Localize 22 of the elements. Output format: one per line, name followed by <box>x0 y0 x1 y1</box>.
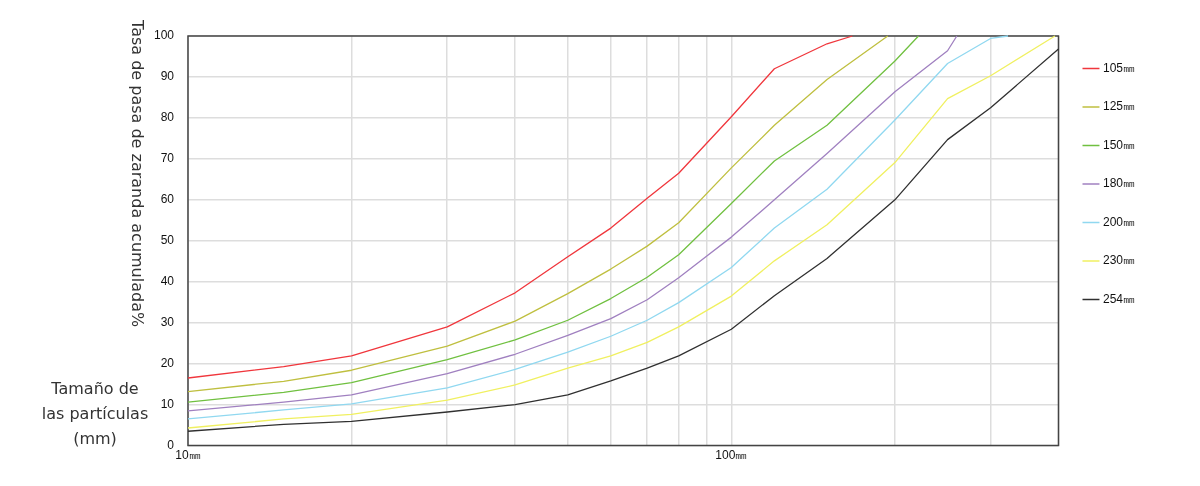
y-tick-label: 80 <box>160 110 175 125</box>
y-axis-title: Tasa de pasa de zaranda acumulada% <box>128 20 147 330</box>
legend-label: 105㎜ <box>1102 60 1136 75</box>
y-tick-label: 90 <box>160 69 175 84</box>
y-tick-label: 10 <box>160 396 175 411</box>
legend-label: 254㎜ <box>1102 291 1136 306</box>
x-axis-title: Tamaño de las partículas (mm) <box>40 378 150 450</box>
y-tick-label: 60 <box>160 192 175 207</box>
legend-label: 180㎜ <box>1102 176 1136 191</box>
y-tick-label: 100 <box>153 28 175 43</box>
x-tick-label: 10㎜ <box>175 448 201 463</box>
y-tick-label: 40 <box>160 274 175 289</box>
y-tick-label: 0 <box>167 437 175 452</box>
legend-label: 150㎜ <box>1102 137 1136 152</box>
y-tick-label: 30 <box>160 315 175 330</box>
legend-label: 200㎜ <box>1102 214 1136 229</box>
y-tick-label: 20 <box>160 355 175 370</box>
y-tick-label: 50 <box>160 233 175 248</box>
legend-label: 230㎜ <box>1102 253 1136 268</box>
y-tick-label: 70 <box>160 151 175 166</box>
legend-label: 125㎜ <box>1102 99 1136 114</box>
x-tick-label: 100㎜ <box>715 448 748 463</box>
